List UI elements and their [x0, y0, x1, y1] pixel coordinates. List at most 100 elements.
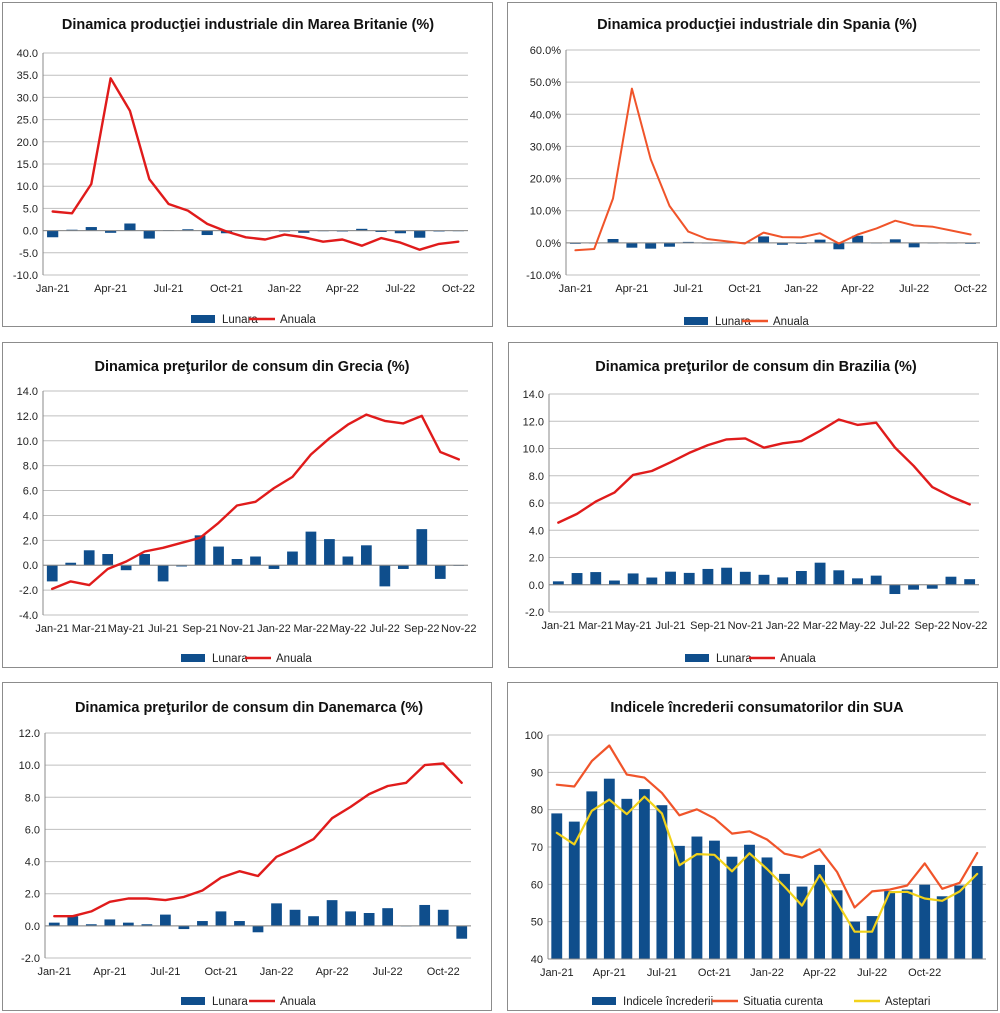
- bar: [607, 239, 619, 243]
- bar: [308, 916, 319, 926]
- x-tick-label: Apr-21: [593, 967, 626, 979]
- bar: [849, 921, 861, 959]
- y-tick-label: 15.0: [17, 159, 38, 171]
- bar: [621, 798, 633, 959]
- bar: [908, 584, 919, 590]
- bar: [726, 856, 738, 959]
- bar: [945, 576, 957, 585]
- x-tick-label: Oct-21: [210, 283, 243, 295]
- bar: [551, 813, 563, 959]
- y-tick-label: 0.0%: [536, 238, 561, 250]
- chart-panel-usa: Indicele încrederii consumatorilor din S…: [507, 682, 998, 1011]
- bar: [795, 570, 807, 585]
- legend-swatch: [181, 654, 205, 662]
- bar: [456, 925, 468, 939]
- bar: [889, 584, 901, 595]
- legend-swatch: [191, 315, 215, 323]
- bar: [638, 789, 650, 959]
- bar: [157, 565, 169, 582]
- x-tick-label: Apr-21: [615, 283, 648, 295]
- y-tick-label: 8.0: [25, 792, 40, 804]
- x-tick-label: Jan-22: [784, 283, 818, 295]
- y-tick-label: 2.0: [25, 889, 40, 901]
- bar: [683, 572, 695, 585]
- bar: [814, 864, 825, 959]
- bar: [833, 570, 845, 585]
- chart-denmark: Dinamica preţurilor de consum din Danema…: [19, 700, 471, 1008]
- x-tick-label: Jan-22: [750, 967, 784, 979]
- x-tick-label: Mar-21: [578, 620, 613, 632]
- bar: [626, 242, 638, 248]
- x-tick-label: Jul-21: [656, 620, 686, 632]
- x-tick-label: Jan-22: [766, 620, 800, 632]
- bar: [665, 571, 676, 585]
- y-tick-label: 100: [525, 730, 543, 742]
- legend-swatch: [685, 654, 709, 662]
- bar: [231, 559, 243, 566]
- y-tick-label: 2.0: [529, 553, 544, 565]
- bar: [870, 575, 882, 585]
- bar: [382, 908, 394, 926]
- bar: [250, 556, 261, 566]
- y-tick-label: 40: [531, 954, 543, 966]
- x-tick-label: Nov-22: [952, 620, 987, 632]
- x-tick-label: Oct-22: [908, 967, 941, 979]
- bar: [971, 866, 983, 959]
- bar: [65, 562, 77, 566]
- series-line: [51, 77, 460, 251]
- y-tick-label: 70: [531, 842, 543, 854]
- y-tick-label: 6.0: [25, 824, 40, 836]
- bar: [197, 921, 208, 926]
- bar: [271, 903, 282, 926]
- y-tick-label: 5.0: [23, 203, 38, 215]
- bar: [777, 577, 789, 585]
- chart-title: Dinamica producţiei industriale din Mare…: [62, 17, 434, 33]
- bar: [124, 223, 136, 231]
- bar: [105, 230, 117, 233]
- chart-panel-brazil: Dinamica preţurilor de consum din Brazil…: [508, 342, 998, 668]
- bar: [936, 896, 948, 959]
- legend-label: Lunara: [716, 653, 752, 665]
- x-tick-label: Jan-21: [559, 283, 593, 295]
- bar: [102, 554, 114, 566]
- x-tick-label: Jul-22: [899, 283, 929, 295]
- y-tick-label: 14.0: [523, 389, 544, 401]
- y-tick-label: 60: [531, 879, 543, 891]
- series-line: [51, 413, 460, 591]
- y-tick-label: 6.0: [23, 486, 38, 498]
- bar: [397, 565, 409, 569]
- legend-swatch: [592, 997, 616, 1005]
- series-line: [555, 795, 979, 933]
- bar: [656, 805, 668, 959]
- legend-label: Lunara: [715, 316, 751, 328]
- legend-label: Anuala: [276, 653, 312, 665]
- x-tick-label: Jan-22: [257, 623, 291, 635]
- bar: [139, 554, 150, 566]
- y-tick-label: 30.0%: [530, 141, 561, 153]
- chart-brazil: Dinamica preţurilor de consum din Brazil…: [523, 359, 988, 665]
- bar: [46, 565, 58, 582]
- bar: [120, 565, 132, 571]
- y-tick-label: 90: [531, 767, 543, 779]
- x-tick-label: Nov-21: [728, 620, 763, 632]
- bar: [884, 891, 896, 959]
- bar: [394, 230, 406, 234]
- bar: [908, 242, 920, 248]
- y-tick-label: 20.0%: [530, 174, 561, 186]
- y-tick-label: -2.0: [21, 953, 40, 965]
- bar: [176, 565, 187, 567]
- y-tick-label: -2.0: [19, 585, 38, 597]
- chart-uk: Dinamica producţiei industriale din Mare…: [13, 17, 475, 326]
- y-tick-label: 4.0: [23, 510, 38, 522]
- x-tick-label: Mar-21: [72, 623, 107, 635]
- x-tick-label: Sep-22: [915, 620, 950, 632]
- y-tick-label: -10.0: [13, 270, 38, 282]
- chart-panel-denmark: Dinamica preţurilor de consum din Danema…: [2, 682, 492, 1011]
- chart-usa: Indicele încrederii consumatorilor din S…: [525, 700, 986, 1008]
- chart-title: Indicele încrederii consumatorilor din S…: [610, 700, 904, 716]
- x-tick-label: Jan-21: [36, 283, 70, 295]
- y-tick-label: 10.0: [17, 181, 38, 193]
- x-tick-label: Oct-22: [954, 283, 987, 295]
- bar: [744, 844, 755, 959]
- x-tick-label: Apr-21: [94, 283, 127, 295]
